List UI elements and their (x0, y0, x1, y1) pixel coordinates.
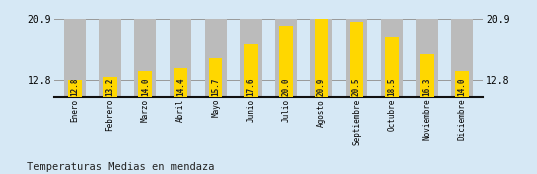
Text: 18.5: 18.5 (387, 78, 396, 96)
Text: Temperaturas Medias en mendaza: Temperaturas Medias en mendaza (27, 162, 214, 172)
Bar (139, 71, 152, 97)
Text: 14.4: 14.4 (176, 78, 185, 96)
Bar (346, 19, 367, 97)
Text: 13.2: 13.2 (106, 78, 114, 96)
Bar (275, 19, 297, 97)
Bar (455, 71, 469, 97)
Bar (381, 19, 403, 97)
Bar (350, 22, 364, 97)
Text: 20.9: 20.9 (317, 78, 326, 96)
Bar (420, 54, 434, 97)
Text: 12.8: 12.8 (70, 78, 79, 96)
Bar (99, 19, 121, 97)
Text: 14.0: 14.0 (458, 78, 467, 96)
Bar (279, 26, 293, 97)
Bar (240, 19, 262, 97)
Bar (244, 44, 258, 97)
Bar (173, 68, 187, 97)
Bar (315, 19, 328, 97)
Text: 16.3: 16.3 (423, 78, 431, 96)
Bar (385, 37, 398, 97)
Bar (170, 19, 191, 97)
Text: 17.6: 17.6 (246, 78, 256, 96)
Text: 20.5: 20.5 (352, 78, 361, 96)
Text: 15.7: 15.7 (211, 78, 220, 96)
Bar (134, 19, 156, 97)
Text: 14.0: 14.0 (141, 78, 150, 96)
Bar (451, 19, 473, 97)
Bar (64, 19, 86, 97)
Bar (209, 58, 222, 97)
Text: 20.0: 20.0 (281, 78, 291, 96)
Bar (205, 19, 227, 97)
Bar (68, 80, 82, 97)
Bar (310, 19, 332, 97)
Bar (103, 77, 117, 97)
Bar (416, 19, 438, 97)
